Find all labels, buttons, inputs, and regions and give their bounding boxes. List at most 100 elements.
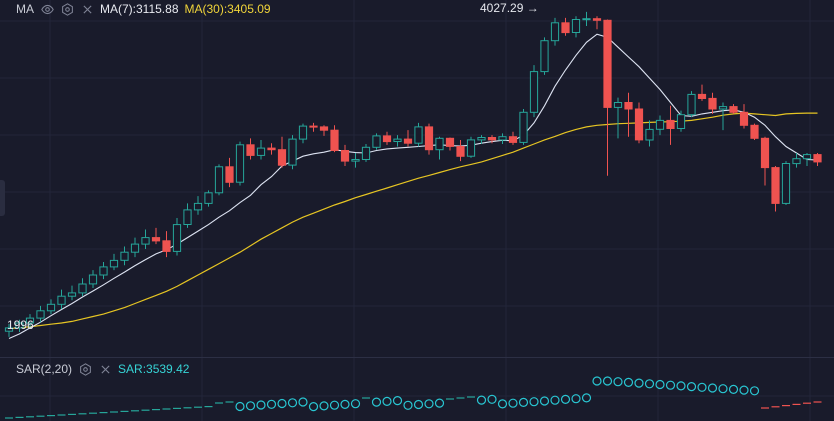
candle [802,152,812,166]
sar-dot [676,381,686,391]
sar-dot [707,383,718,393]
candle-body [130,243,140,253]
settings-icon[interactable] [60,2,74,16]
candle [162,231,171,258]
sar-indicator-label: SAR(2,20) [16,362,73,376]
candle-body [372,135,381,148]
candle-body [351,159,360,162]
candle [771,165,780,212]
candle [729,104,738,114]
eye-icon[interactable] [40,2,54,16]
candle-body [246,144,255,156]
ma30-series [8,112,818,330]
sar-dot [245,401,256,411]
candle-body [603,19,612,108]
candle [571,16,581,38]
candle-body [456,146,465,157]
candle [666,105,675,145]
candle [361,144,371,162]
sar-dot [592,376,602,386]
candle-body [162,240,171,252]
ma7-value: MA(7):3115.88 [100,2,179,16]
candle [214,164,224,196]
sar-dot [277,398,287,409]
candle [414,122,423,147]
sar-dot [686,382,697,392]
candle [718,102,728,131]
candle [487,135,497,144]
candles [4,11,822,337]
settings-icon[interactable] [78,362,92,376]
candle-body [697,93,707,100]
candle-body [529,71,539,113]
candle [4,323,14,337]
candle-body [477,137,486,141]
candle [351,152,360,168]
candle [708,92,717,114]
candle-body [403,138,413,144]
candle-body [771,167,780,204]
panel-collapse-handle[interactable] [0,180,5,216]
sar-dot [382,396,392,406]
sar-dot [728,384,739,394]
sar-value: SAR:3539.42 [118,362,190,376]
ma-indicator-label: MA [16,2,34,16]
candle [739,104,749,129]
candle [435,136,444,160]
candle-body [99,266,108,276]
ma30-line [8,112,818,330]
candle [141,229,150,249]
sar-dot [749,386,760,396]
candle-body [645,128,654,141]
candle [151,227,161,245]
candle-body [739,111,749,126]
close-icon[interactable] [98,362,112,376]
candle-body [67,292,77,297]
candle-body [792,158,801,165]
candle [130,237,140,258]
candle [372,133,381,150]
candle-body [561,22,570,34]
candle-body [361,146,371,161]
candle-body [729,106,738,113]
sar-dot [571,394,581,404]
candle-body [718,106,728,110]
candle-body [666,119,675,130]
sar-dot [308,402,319,412]
candle-body [235,144,245,183]
candle [519,109,528,145]
sar-dot [329,400,340,410]
candle [172,218,182,256]
candle-body [571,19,581,33]
candle-body [540,40,549,73]
candle-body [120,251,129,261]
candle-body [813,154,822,163]
candle [15,319,24,332]
candle [529,65,539,118]
candle [582,11,591,27]
candle [561,17,570,36]
sar-dot [529,397,539,407]
candle [550,17,560,46]
candle-body [298,125,308,140]
sar-dot [319,401,329,411]
sar-dot [371,397,382,407]
sar-dot [424,399,434,409]
candle-body [15,322,24,329]
sar-dot [602,376,613,386]
ma7-series [8,33,818,340]
close-icon[interactable] [80,2,94,16]
sar-dot [287,398,298,408]
sar-dot [350,399,361,409]
candle [183,203,192,228]
candle [445,137,455,151]
candle-body [424,126,434,151]
candle [25,314,35,328]
candle-body [634,108,644,141]
candle [109,253,119,271]
candle-body [592,18,602,21]
candle-body [487,137,497,141]
candle-body [466,139,476,157]
